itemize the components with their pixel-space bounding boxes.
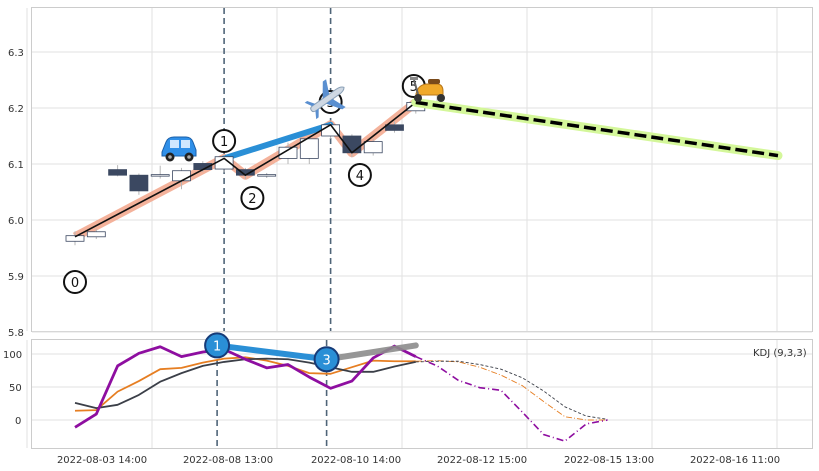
wave-label-circle [212,129,237,153]
kdj-tick-label: 50 [9,383,22,394]
kdj-tick-label: 0 [15,416,21,427]
kdj-marks: 13 [74,332,608,448]
price-tick-label: 5.8 [8,328,24,339]
price-panel-frame [31,7,813,332]
kdj-y-axis: 0 50 100 [3,350,22,427]
kdj-marker-circle [313,346,340,373]
wave-trendline [221,121,334,162]
kdj-trendline-grey [323,342,419,363]
kdj-trendline [214,342,330,363]
kdj-series-j [74,344,417,429]
wave-label: 5 [410,80,418,95]
kdj-marker-label: 3 [322,353,330,368]
kdj-legend-label: KDJ (9,3,3) [753,348,807,359]
forecast-line [415,100,779,158]
price-marks: 012345 [63,8,783,331]
wave-label-circle [347,163,372,187]
candle-down [108,169,127,176]
x-tick-label: 2022-08-16 11:00 [690,455,780,466]
candle-down [129,174,149,192]
wave-label: 1 [220,135,228,150]
candle-up [172,170,191,182]
kdj-tick-label: 100 [3,350,22,361]
price-tick-label: 6.3 [8,48,24,59]
kdj-marker-circle [204,332,231,359]
price-y-axis: 5.8 5.9 6.0 6.1 6.2 6.3 [8,48,24,339]
candle-up [86,231,106,238]
candle-up [65,235,85,242]
kdj-forecast-j [415,355,608,443]
wave-label-circle [240,186,265,210]
candle-up [363,141,383,154]
airplane-icon [304,79,346,120]
price-tick-label: 6.2 [8,104,24,115]
wave-label-circle [63,270,87,294]
x-tick-label: 2022-08-12 15:00 [437,455,527,466]
x-tick-label: 2022-08-08 13:00 [183,455,273,466]
candle-up [278,146,298,159]
price-tick-label: 5.9 [8,272,24,283]
price-tick-label: 6.1 [8,160,24,171]
car-icon [161,136,197,162]
wave-label: 2 [248,192,256,207]
candle-up [299,138,319,159]
x-tick-label: 2022-08-15 13:00 [564,455,654,466]
wave-line [74,101,417,238]
kdj-panel-frame [31,339,813,449]
kdj-marker-label: 1 [213,339,221,354]
x-axis: 2022-08-03 14:00 2022-08-08 13:00 2022-0… [57,455,780,466]
kdj-forecast-k [415,360,608,421]
kdj-series-k [74,356,416,412]
kdj-grid [26,340,812,448]
candle-up [257,174,277,177]
scooter-icon [410,77,445,102]
candle-down [385,124,404,131]
price-tick-label: 6.0 [8,216,24,227]
wave-label: 4 [356,169,364,184]
wave-label: 0 [71,276,79,291]
kdj-forecast-d [415,360,608,420]
x-tick-label: 2022-08-10 14:00 [311,455,401,466]
candle-up [150,174,170,177]
x-tick-label: 2022-08-03 14:00 [57,455,147,466]
